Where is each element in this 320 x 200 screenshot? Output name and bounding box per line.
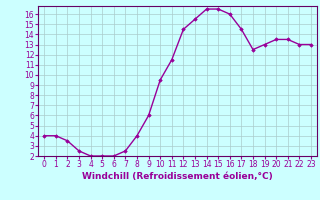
X-axis label: Windchill (Refroidissement éolien,°C): Windchill (Refroidissement éolien,°C) — [82, 172, 273, 181]
